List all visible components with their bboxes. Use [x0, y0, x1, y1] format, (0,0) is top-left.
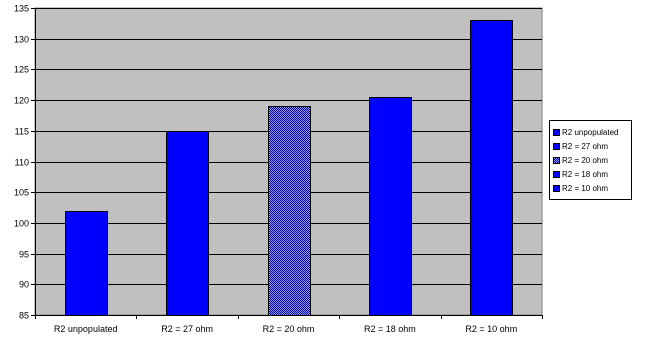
x-category-label: R2 = 27 ohm: [161, 324, 213, 334]
gridlines: [35, 8, 542, 285]
legend-item: R2 = 10 ohm: [553, 181, 628, 195]
x-category-label: R2 = 10 ohm: [465, 324, 517, 334]
legend-item: R2 = 18 ohm: [553, 167, 628, 181]
y-tick-label: 105: [14, 188, 29, 198]
legend-swatch: [553, 170, 560, 178]
bar: [65, 211, 108, 316]
legend-swatch: [553, 184, 560, 192]
labels: 85 90 95 100 105 110 115 120 125 130 135 R2 unpopul…: [14, 4, 517, 335]
bar: [268, 106, 311, 316]
y-tick-label: 110: [15, 158, 29, 168]
y-tick-label: 85: [19, 311, 29, 321]
legend-item: R2 = 20 ohm: [553, 153, 628, 167]
bar: [470, 20, 513, 316]
x-category-label: R2 = 20 ohm: [263, 324, 315, 334]
y-tick-label: 90: [19, 280, 29, 290]
y-tick-label: 100: [14, 219, 29, 229]
x-category-label: R2 = 18 ohm: [364, 324, 416, 334]
legend: R2 unpopulated R2 = 27 ohm R2 = 20 ohm R2 =…: [549, 120, 632, 200]
y-tick-label: 120: [14, 96, 29, 106]
legend-item: R2 unpopulated: [553, 125, 628, 139]
x-category-label: R2 unpopulated: [54, 324, 118, 334]
legend-item: R2 = 27 ohm: [553, 139, 628, 153]
legend-label: R2 = 10 ohm: [562, 183, 609, 193]
y-tick-label: 125: [14, 65, 29, 75]
axes: [31, 8, 543, 319]
bar: [166, 131, 209, 316]
legend-label: R2 = 27 ohm: [562, 141, 609, 151]
y-tick-label: 130: [14, 35, 29, 45]
legend-swatch: [553, 156, 560, 164]
legend-label: R2 = 20 ohm: [562, 155, 609, 165]
y-tick-label: 95: [19, 250, 29, 260]
legend-swatch: [553, 128, 560, 136]
y-tick-label: 135: [14, 4, 29, 14]
bar: [369, 97, 412, 316]
legend-swatch: [553, 142, 560, 150]
legend-label: R2 unpopulated: [562, 127, 619, 137]
legend-label: R2 = 18 ohm: [562, 169, 609, 179]
y-tick-label: 115: [15, 127, 29, 137]
